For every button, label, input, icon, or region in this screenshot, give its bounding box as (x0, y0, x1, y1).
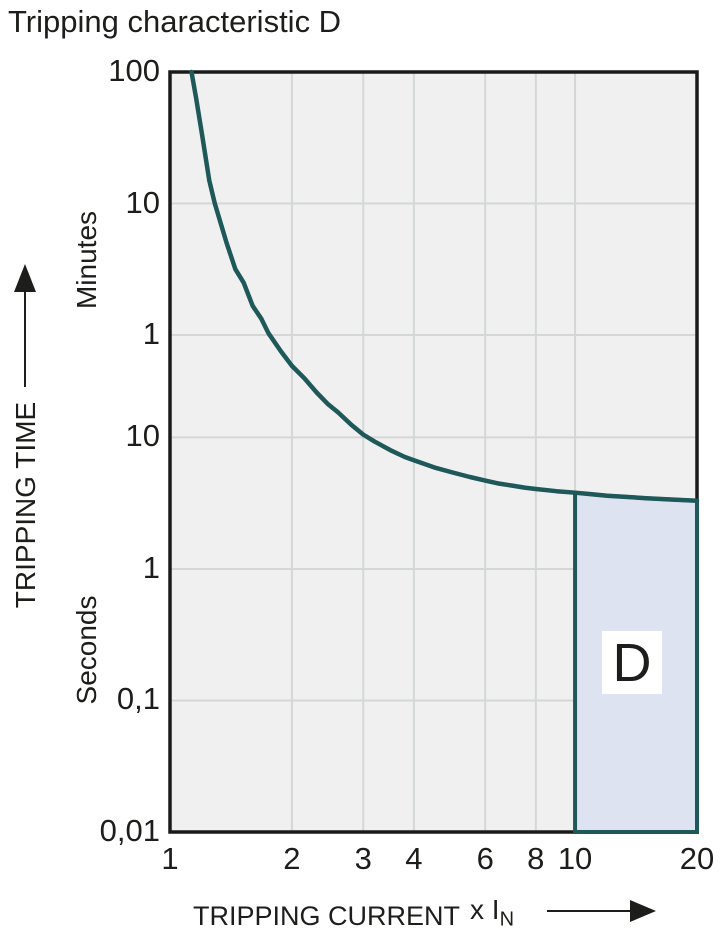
plot-frame (168, 70, 699, 834)
y-tick-label: 0,01 (99, 813, 160, 848)
x-tick-label: 1 (161, 841, 179, 876)
x-tick-label: 6 (476, 841, 494, 876)
y-tick-label: 10 (125, 184, 160, 220)
x-axis-unit-prefix: x I (470, 894, 500, 925)
right-arrow-icon (547, 900, 656, 922)
chart-title: Tripping characteristic D (8, 4, 342, 39)
up-arrow-icon (14, 264, 36, 387)
x-axis-title: TRIPPING CURRENT (193, 901, 461, 931)
x-axis-unit: x IN (470, 894, 514, 932)
tripping-curve (189, 69, 700, 503)
y-tick-label: 0,1 (116, 681, 160, 717)
y-tick-label: 1 (142, 316, 160, 352)
x-tick-label: 3 (354, 841, 372, 876)
x-tick-label: 2 (283, 841, 301, 876)
x-tick-label: 10 (557, 841, 593, 876)
y-tick-label: 100 (108, 53, 160, 88)
y-axis-unit-minutes: Minutes (71, 210, 102, 310)
y-tick-label: 10 (125, 418, 160, 454)
x-tick-label: 4 (405, 841, 423, 876)
x-tick-label: 20 (679, 841, 715, 876)
y-tick-label: 1 (142, 549, 160, 585)
d-region-label: D (602, 631, 662, 694)
x-axis-unit-subscript: N (499, 908, 515, 931)
x-tick-label: 8 (527, 841, 545, 876)
